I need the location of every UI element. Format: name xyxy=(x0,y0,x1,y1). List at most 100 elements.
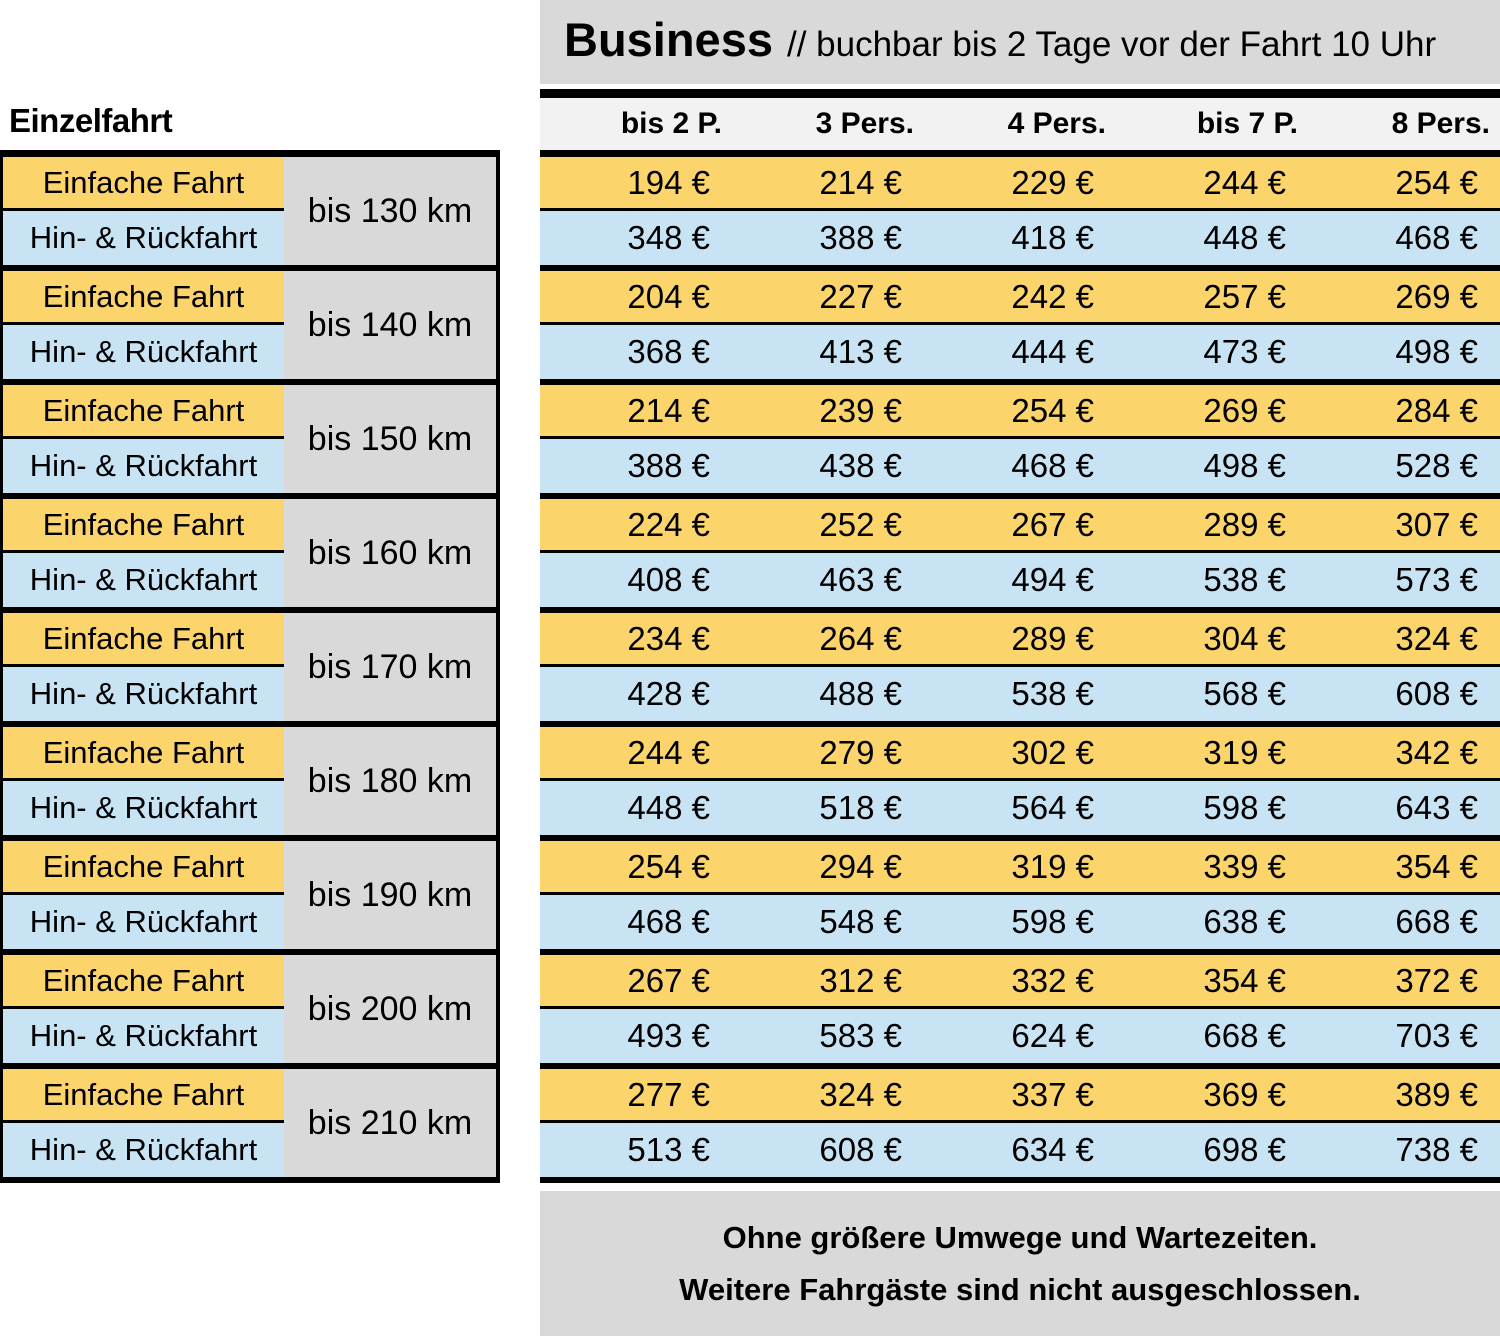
price-cell: 468 € xyxy=(1011,447,1094,484)
price-cell: 528 € xyxy=(1395,447,1478,484)
price-cell: 339 € xyxy=(1203,847,1286,885)
distance-group: Einfache Fahrt Hin- & Rückfahrt bis 180 … xyxy=(3,727,496,841)
single-trip-label-cell: Einfache Fahrt xyxy=(3,157,284,211)
distance-group: Einfache Fahrt Hin- & Rückfahrt bis 170 … xyxy=(3,613,496,727)
price-cell: 538 € xyxy=(1203,561,1286,598)
price-cell: 493 € xyxy=(627,1017,710,1054)
distance-cell: bis 210 km xyxy=(284,1069,496,1177)
footer-line-2: Weitere Fahrgäste sind nicht ausgeschlos… xyxy=(679,1271,1361,1307)
single-trip-price-row: 267 € 312 € 332 € 354 € 372 € xyxy=(540,955,1500,1009)
price-cell: 254 € xyxy=(627,847,710,885)
single-trip-label: Einfache Fahrt xyxy=(42,1076,245,1112)
price-group: 234 € 264 € 289 € 304 € 324 € 428 € 488 … xyxy=(540,613,1500,727)
price-cell: 698 € xyxy=(1203,1131,1286,1168)
price-cell: 463 € xyxy=(819,561,902,598)
price-cell: 468 € xyxy=(627,903,710,940)
price-cell: 244 € xyxy=(627,733,710,771)
price-cell: 319 € xyxy=(1203,733,1286,771)
column-header-8pers: 8 Pers. xyxy=(1391,107,1490,140)
price-cell: 284 € xyxy=(1395,391,1478,429)
distance-label-table-body: Einfache Fahrt Hin- & Rückfahrt bis 130 … xyxy=(3,157,496,1183)
price-table-body: 194 € 214 € 229 € 244 € 254 € 348 € 388 … xyxy=(540,150,1500,1183)
distance-group: Einfache Fahrt Hin- & Rückfahrt bis 210 … xyxy=(3,1069,496,1183)
price-cell: 389 € xyxy=(1395,1075,1478,1113)
price-cell: 624 € xyxy=(1011,1017,1094,1054)
price-cell: 428 € xyxy=(627,675,710,712)
price-group: 254 € 294 € 319 € 339 € 354 € 468 € 548 … xyxy=(540,841,1500,955)
return-trip-price-row: 493 € 583 € 624 € 668 € 703 € xyxy=(540,1009,1500,1063)
price-cell: 608 € xyxy=(1395,675,1478,712)
price-cell: 239 € xyxy=(819,391,902,429)
price-cell: 413 € xyxy=(819,333,902,370)
distance-label: bis 170 km xyxy=(307,647,473,686)
price-cell: 269 € xyxy=(1395,277,1478,315)
price-cell: 703 € xyxy=(1395,1017,1478,1054)
price-group: 244 € 279 € 302 € 319 € 342 € 448 € 518 … xyxy=(540,727,1500,841)
price-cell: 372 € xyxy=(1395,961,1478,999)
return-trip-label: Hin- & Rückfahrt xyxy=(29,790,258,825)
price-cell: 354 € xyxy=(1395,847,1478,885)
distance-label: bis 150 km xyxy=(307,419,473,458)
footer-note: Ohne größere Umwege und Wartezeiten. Wei… xyxy=(540,1191,1500,1336)
price-cell: 267 € xyxy=(627,961,710,999)
distance-group: Einfache Fahrt Hin- & Rückfahrt bis 150 … xyxy=(3,385,496,499)
price-cell: 438 € xyxy=(819,447,902,484)
price-cell: 388 € xyxy=(627,447,710,484)
price-cell: 634 € xyxy=(1011,1131,1094,1168)
return-trip-price-row: 348 € 388 € 418 € 448 € 468 € xyxy=(540,211,1500,265)
price-cell: 444 € xyxy=(1011,333,1094,370)
price-cell: 194 € xyxy=(627,163,710,201)
price-cell: 319 € xyxy=(1011,847,1094,885)
price-group: 194 € 214 € 229 € 244 € 254 € 348 € 388 … xyxy=(540,157,1500,271)
single-trip-label-cell: Einfache Fahrt xyxy=(3,841,284,895)
price-cell: 473 € xyxy=(1203,333,1286,370)
price-cell: 312 € xyxy=(819,961,902,999)
single-trip-label: Einfache Fahrt xyxy=(42,164,245,200)
price-cell: 583 € xyxy=(819,1017,902,1054)
single-trip-price-row: 204 € 227 € 242 € 257 € 269 € xyxy=(540,271,1500,325)
return-trip-label: Hin- & Rückfahrt xyxy=(29,448,258,483)
price-cell: 369 € xyxy=(1203,1075,1286,1113)
single-trip-price-row: 254 € 294 € 319 € 339 € 354 € xyxy=(540,841,1500,895)
return-trip-price-row: 448 € 518 € 564 € 598 € 643 € xyxy=(540,781,1500,835)
price-cell: 204 € xyxy=(627,277,710,315)
single-trip-price-row: 234 € 264 € 289 € 304 € 324 € xyxy=(540,613,1500,667)
price-cell: 668 € xyxy=(1395,903,1478,940)
distance-label: bis 200 km xyxy=(307,989,473,1028)
single-trip-label: Einfache Fahrt xyxy=(42,848,245,884)
price-cell: 257 € xyxy=(1203,277,1286,315)
single-trip-price-row: 277 € 324 € 337 € 369 € 389 € xyxy=(540,1069,1500,1123)
distance-group: Einfache Fahrt Hin- & Rückfahrt bis 130 … xyxy=(3,157,496,271)
price-cell: 368 € xyxy=(627,333,710,370)
divider-bar xyxy=(540,89,1500,98)
price-cell: 498 € xyxy=(1395,333,1478,370)
return-trip-label-cell: Hin- & Rückfahrt xyxy=(3,1009,284,1063)
price-cell: 254 € xyxy=(1011,391,1094,429)
price-cell: 418 € xyxy=(1011,219,1094,256)
single-trip-label-cell: Einfache Fahrt xyxy=(3,271,284,325)
price-cell: 289 € xyxy=(1011,619,1094,657)
price-cell: 324 € xyxy=(819,1075,902,1113)
distance-group: Einfache Fahrt Hin- & Rückfahrt bis 200 … xyxy=(3,955,496,1069)
return-trip-label-cell: Hin- & Rückfahrt xyxy=(3,781,284,835)
return-trip-label: Hin- & Rückfahrt xyxy=(29,220,258,255)
price-cell: 337 € xyxy=(1011,1075,1094,1113)
price-cell: 408 € xyxy=(627,561,710,598)
price-cell: 448 € xyxy=(1203,219,1286,256)
distance-cell: bis 140 km xyxy=(284,271,496,379)
distance-cell: bis 160 km xyxy=(284,499,496,607)
price-cell: 638 € xyxy=(1203,903,1286,940)
single-trip-price-row: 224 € 252 € 267 € 289 € 307 € xyxy=(540,499,1500,553)
price-cell: 488 € xyxy=(819,675,902,712)
price-cell: 294 € xyxy=(819,847,902,885)
single-trip-label: Einfache Fahrt xyxy=(42,278,245,314)
price-cell: 234 € xyxy=(627,619,710,657)
return-trip-price-row: 368 € 413 € 444 € 473 € 498 € xyxy=(540,325,1500,379)
price-cell: 354 € xyxy=(1203,961,1286,999)
column-header-7p: bis 7 P. xyxy=(1196,107,1298,140)
distance-group: Einfache Fahrt Hin- & Rückfahrt bis 140 … xyxy=(3,271,496,385)
single-trip-label-cell: Einfache Fahrt xyxy=(3,1069,284,1123)
price-cell: 598 € xyxy=(1203,789,1286,826)
price-cell: 608 € xyxy=(819,1131,902,1168)
